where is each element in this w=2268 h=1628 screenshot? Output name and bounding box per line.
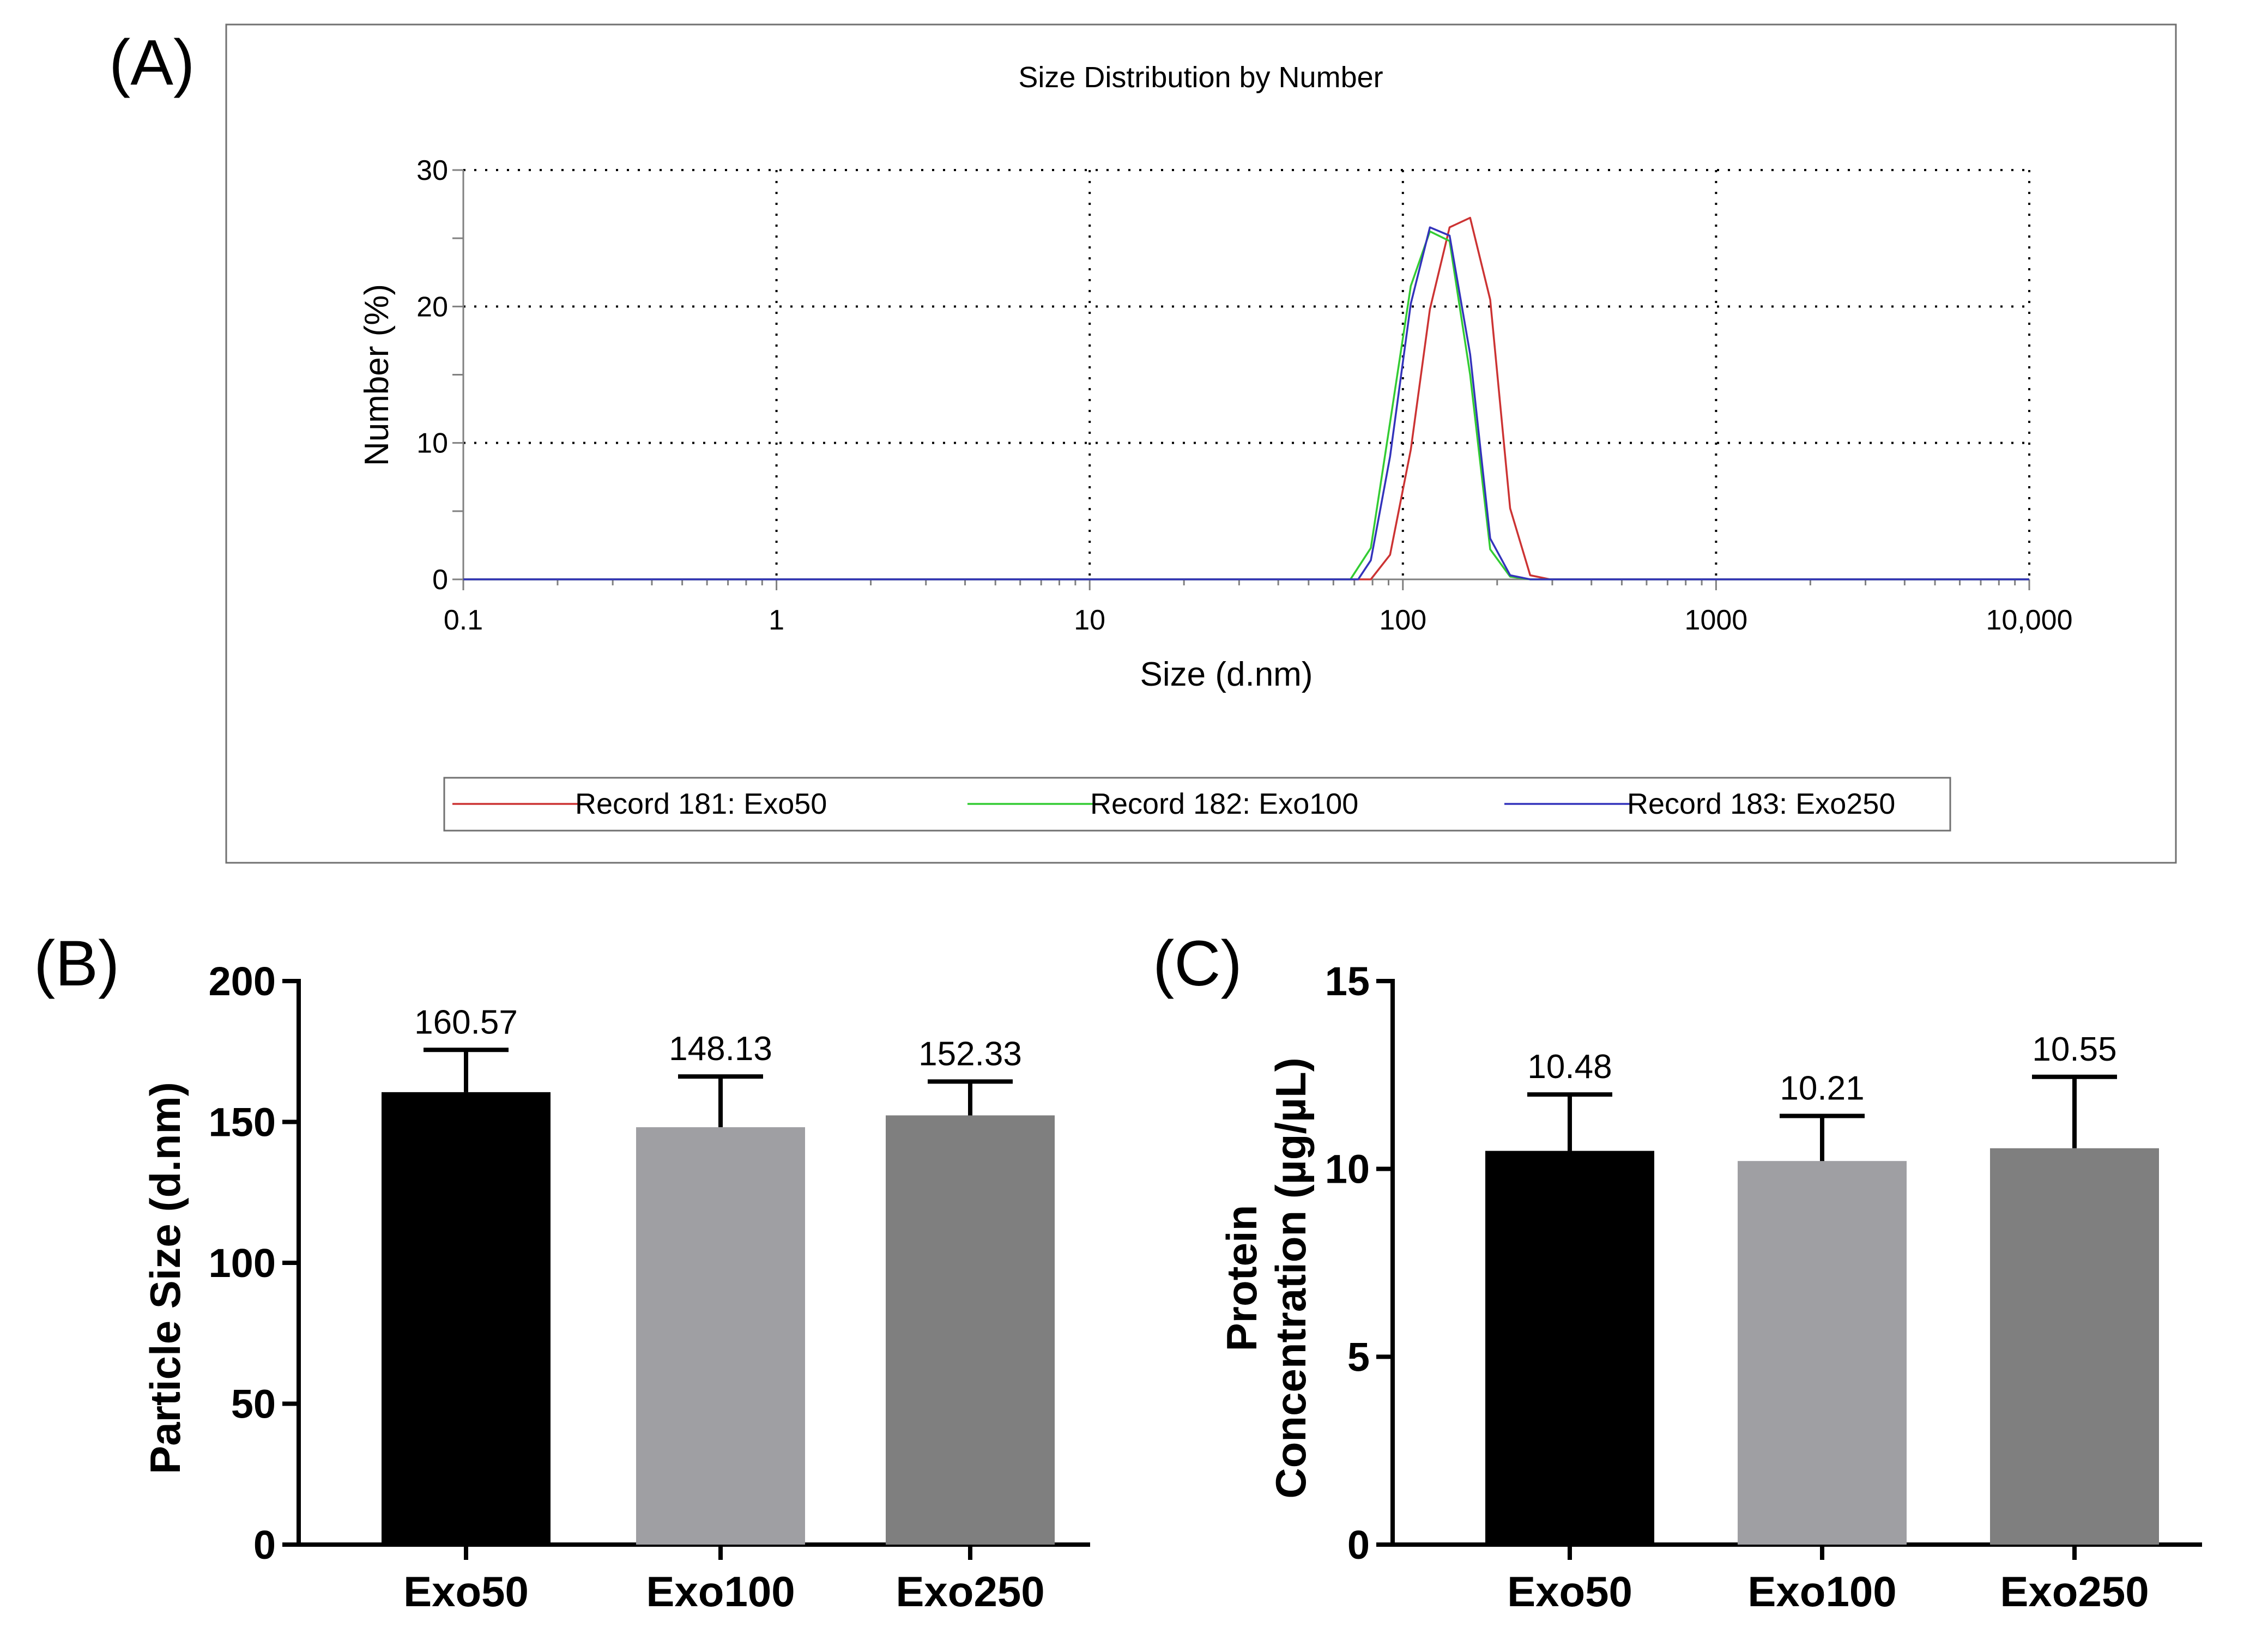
category-label-exo100: Exo100 — [1747, 1568, 1896, 1615]
panel-label-b: (B) — [34, 928, 119, 1000]
value-label-exo50: 160.57 — [414, 1003, 518, 1041]
y-axis-ticks: 0 50 100 150 200 — [209, 959, 299, 1568]
bar-exo100 — [636, 1127, 805, 1545]
y-axis-ticks: 0 5 10 15 — [1325, 959, 1393, 1568]
y-tick-label: 10 — [416, 428, 448, 459]
x-axis-ticks: 0.1 1 10 100 1000 10,000 — [444, 579, 2073, 636]
y-tick-label: 0 — [253, 1522, 276, 1568]
chart-title: Size Distribution by Number — [1018, 61, 1383, 94]
y-tick-label: 200 — [209, 959, 276, 1004]
axes — [462, 170, 2029, 580]
category-label-exo250: Exo250 — [2000, 1568, 2149, 1615]
y-axis-label-line-2: Concentration (µg/µL) — [1267, 1057, 1315, 1498]
y-tick-label: 0 — [432, 564, 448, 596]
value-label-exo250: 10.55 — [2032, 1031, 2116, 1068]
bar-exo100 — [1738, 1161, 1907, 1545]
chart-size-distribution: Size Distribution by Number 0.1 1 10 100 100… — [225, 23, 2177, 864]
bar-exo250 — [886, 1115, 1055, 1545]
legend: Record 181: Exo50 Record 182: Exo100 Recor… — [443, 777, 1951, 832]
y-tick-label: 0 — [1347, 1522, 1370, 1568]
chart-particle-size: 0 50 100 150 200 160.57 Exo50 148.13 Exo100 152.… — [141, 959, 1090, 1615]
x-tick-label: 100 — [1379, 604, 1426, 636]
y-tick-label: 15 — [1325, 959, 1370, 1004]
bar-exo50 — [382, 1092, 551, 1545]
y-tick-label: 100 — [209, 1240, 276, 1286]
panel-label-c: (C) — [1153, 928, 1242, 1000]
series-line-1 — [463, 216, 2029, 580]
legend-label-1: Record 181: Exo50 — [575, 788, 827, 820]
y-tick-label: 30 — [416, 155, 448, 186]
chart-frame — [225, 23, 2177, 864]
category-label-exo100: Exo100 — [646, 1568, 795, 1615]
series-line-2 — [463, 230, 2029, 580]
x-tick-label: 0.1 — [444, 604, 483, 636]
series-lines — [463, 216, 2029, 580]
x-tick-label: 1000 — [1685, 604, 1748, 636]
value-label-exo100: 10.21 — [1780, 1069, 1864, 1107]
grid — [463, 169, 2030, 579]
y-axis-label: Number (%) — [358, 284, 396, 466]
legend-box — [443, 777, 1951, 832]
bar-exo50 — [1485, 1151, 1654, 1545]
bars: 160.57 Exo50 148.13 Exo100 152.33 Exo250 — [382, 1003, 1055, 1615]
panel-label-a: (A) — [109, 27, 195, 99]
legend-label-3: Record 183: Exo250 — [1627, 788, 1895, 820]
legend-label-2: Record 182: Exo100 — [1090, 788, 1358, 820]
y-axis-ticks: 0 10 20 30 — [416, 155, 463, 596]
y-tick-label: 20 — [416, 291, 448, 323]
category-label-exo250: Exo250 — [896, 1568, 1044, 1615]
y-axis-label-line-1: Protein — [1218, 1205, 1266, 1352]
category-label-exo50: Exo50 — [403, 1568, 529, 1615]
bar-exo250 — [1990, 1148, 2159, 1545]
x-tick-label: 10 — [1074, 604, 1105, 636]
x-tick-label: 10,000 — [1986, 604, 2072, 636]
y-tick-label: 5 — [1347, 1334, 1370, 1379]
series-line-3 — [463, 226, 2029, 580]
y-tick-label: 150 — [209, 1100, 276, 1145]
value-label-exo250: 152.33 — [918, 1035, 1022, 1073]
value-label-exo50: 10.48 — [1527, 1048, 1612, 1086]
x-tick-label: 1 — [769, 604, 784, 636]
y-tick-label: 50 — [231, 1382, 276, 1427]
category-label-exo50: Exo50 — [1507, 1568, 1632, 1615]
legend-entries: Record 181: Exo50 Record 182: Exo100 Recor… — [452, 788, 1895, 820]
value-label-exo100: 148.13 — [669, 1030, 772, 1068]
bars: 10.48 Exo50 10.21 Exo100 10.55 Exo250 — [1485, 1031, 2159, 1615]
y-tick-label: 10 — [1325, 1147, 1370, 1192]
y-axis-label: Particle Size (d.nm) — [141, 1082, 189, 1474]
x-axis-label: Size (d.nm) — [1140, 656, 1313, 693]
